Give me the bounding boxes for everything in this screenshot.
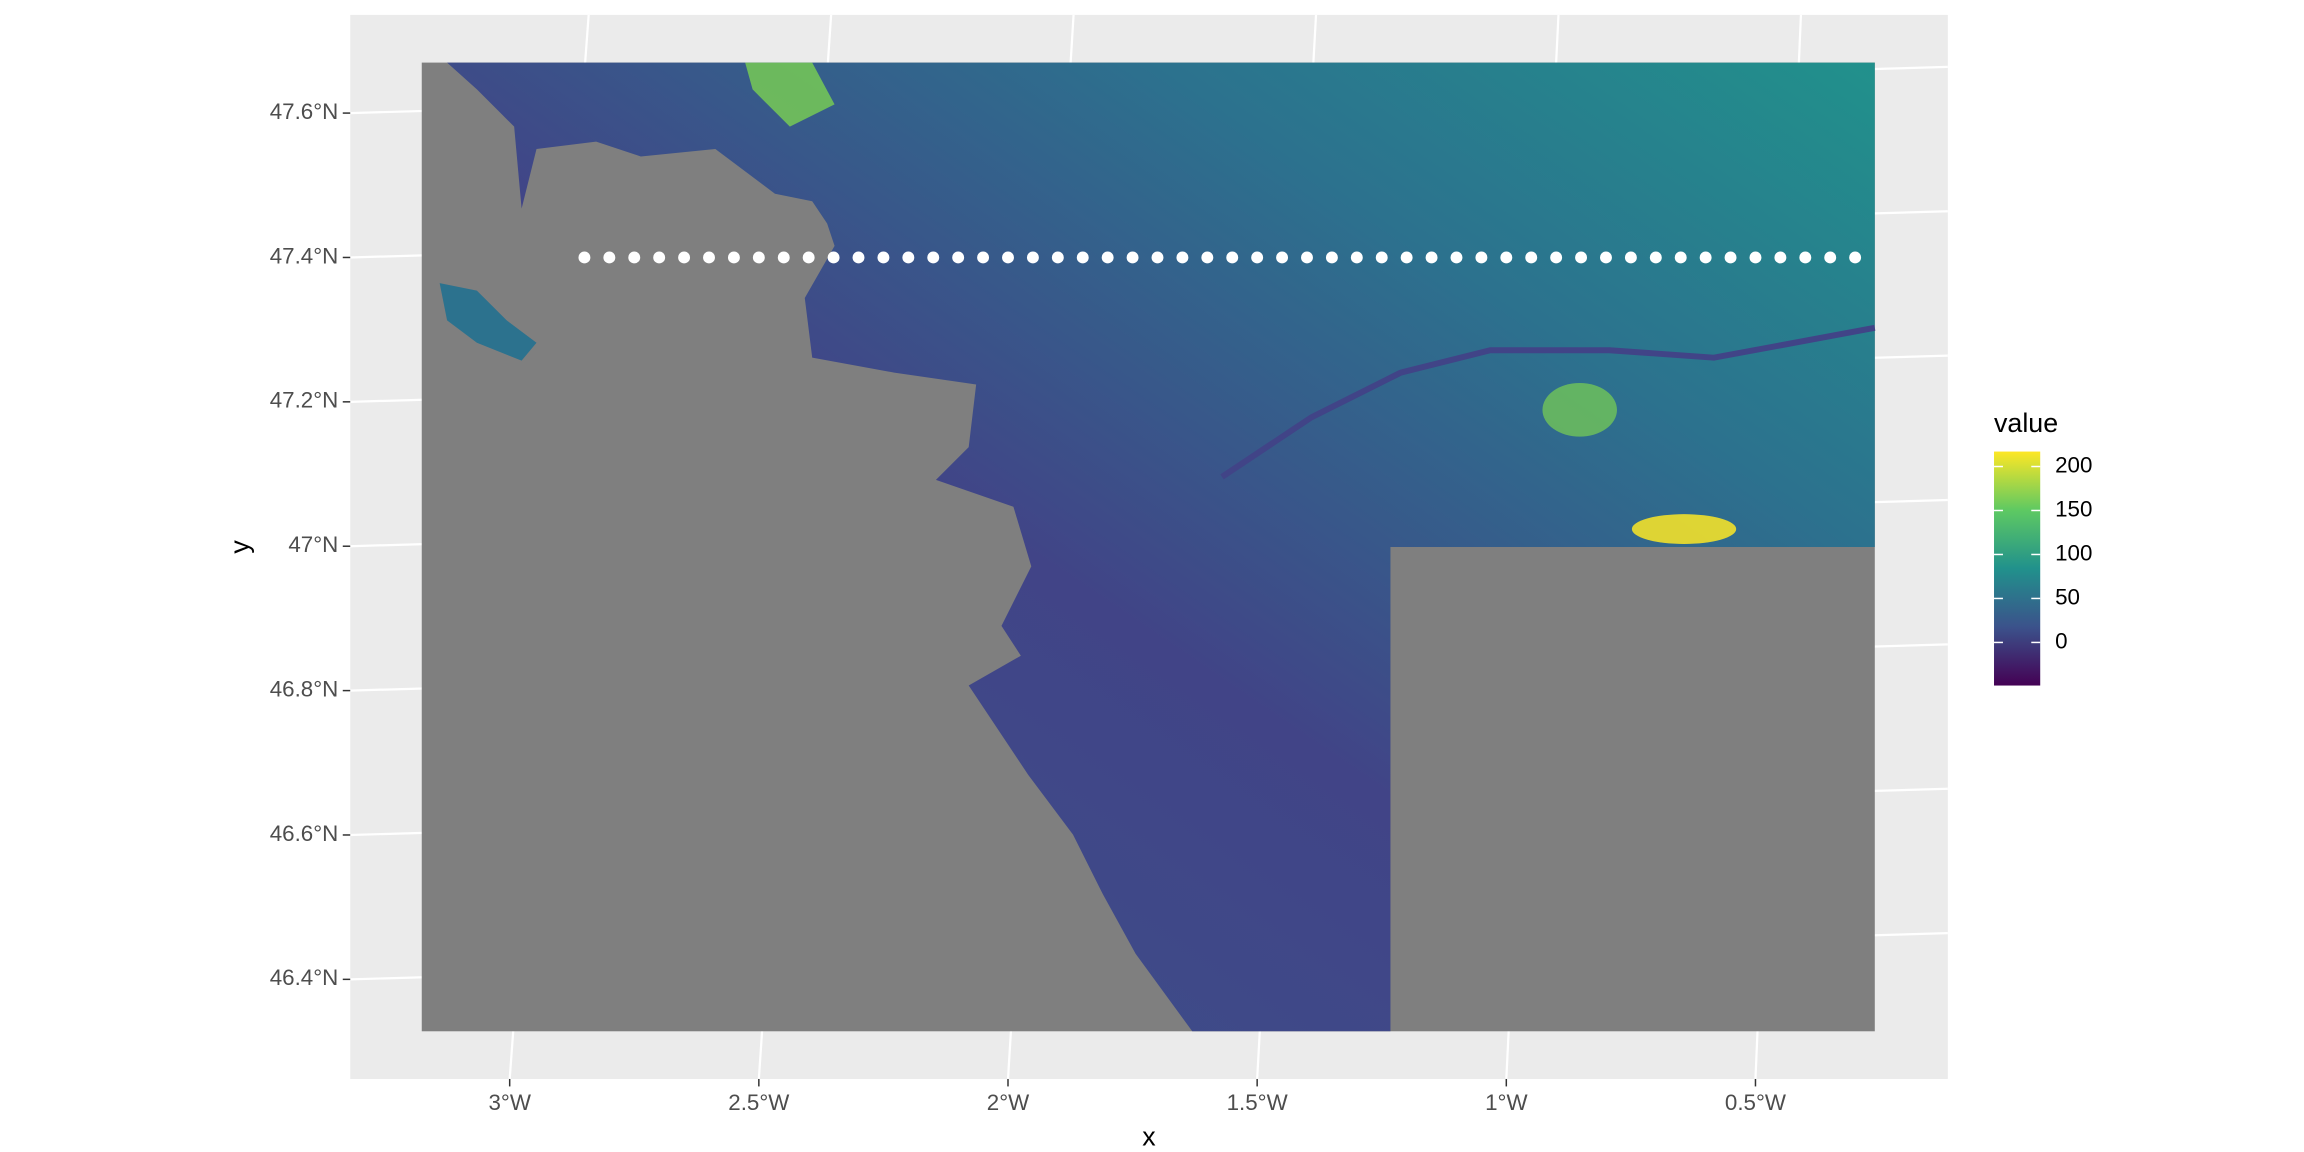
raster — [421, 62, 1876, 1032]
colorbar — [1994, 451, 2041, 686]
y-tick-label: 47.4°N — [270, 243, 339, 268]
colorbar-tick-label: 0 — [2055, 628, 2067, 653]
point — [1749, 251, 1762, 264]
point — [1051, 251, 1064, 264]
point — [1774, 251, 1787, 264]
point — [1450, 251, 1463, 264]
x-tick-label: 1°W — [1485, 1090, 1528, 1115]
legend: 0 50 100 150 200 — [1994, 452, 2092, 653]
point — [1849, 251, 1862, 264]
point — [1076, 251, 1089, 264]
x-tick-label: 1.5°W — [1227, 1090, 1289, 1115]
raster-river — [1220, 324, 1876, 480]
y-tick-label: 47.2°N — [270, 388, 339, 413]
point — [1375, 251, 1388, 264]
point — [1500, 251, 1513, 264]
legend-title: value — [1994, 408, 2058, 438]
y-tick-label: 47°N — [288, 532, 338, 557]
x-tick-label: 2°W — [987, 1090, 1030, 1115]
point — [1600, 251, 1612, 264]
point — [1251, 251, 1264, 264]
point — [1550, 251, 1563, 264]
axes: 3°W 2.5°W 2°W 1.5°W 1°W 0.5°W 46.4°N 46.6°N 46.8… — [270, 99, 1787, 1115]
point — [1151, 251, 1164, 264]
point — [628, 251, 641, 264]
point — [653, 251, 666, 264]
raster-high — [745, 62, 835, 127]
point — [1649, 251, 1662, 264]
point — [1026, 251, 1039, 264]
point — [1575, 251, 1588, 264]
raster-high — [1631, 514, 1737, 544]
point — [1350, 251, 1363, 264]
point — [752, 251, 765, 264]
y-tick-label: 46.8°N — [270, 677, 339, 702]
y-axis-title: y — [225, 540, 255, 554]
point — [952, 251, 965, 264]
point — [1226, 251, 1239, 264]
point — [1699, 251, 1712, 264]
y-tick-label: 46.4°N — [270, 965, 339, 990]
point — [802, 251, 815, 264]
point — [703, 251, 715, 264]
point — [977, 251, 990, 264]
x-tick-label: 3°W — [488, 1090, 531, 1115]
x-axis-title: x — [1142, 1122, 1156, 1152]
raster-land — [447, 62, 1875, 1032]
point — [1624, 251, 1637, 264]
point — [603, 251, 616, 264]
point — [852, 251, 865, 264]
point — [877, 251, 890, 264]
point — [1674, 251, 1687, 264]
colorbar-tick-label: 100 — [2055, 540, 2092, 565]
y-tick-label: 47.6°N — [270, 99, 339, 124]
point — [777, 251, 790, 264]
colorbar-tick-label: 150 — [2055, 496, 2092, 521]
point — [1475, 251, 1488, 264]
x-tick-label: 2.5°W — [728, 1090, 790, 1115]
point — [1176, 251, 1189, 264]
y-tick-label: 46.6°N — [270, 821, 339, 846]
colorbar-tick-label: 50 — [2055, 584, 2080, 609]
point — [1301, 251, 1313, 264]
raster-high — [1542, 383, 1617, 437]
point — [727, 251, 740, 264]
point — [578, 251, 591, 264]
point — [1002, 251, 1014, 264]
point — [1824, 251, 1837, 264]
point — [1101, 251, 1114, 264]
point — [902, 251, 915, 264]
point — [827, 251, 840, 264]
point — [678, 251, 691, 264]
point — [1799, 251, 1812, 264]
point — [1425, 251, 1438, 264]
colorbar-tick-label: 200 — [2055, 452, 2092, 477]
point — [1724, 251, 1737, 264]
points — [578, 251, 1862, 264]
point — [927, 251, 940, 264]
point — [1400, 251, 1413, 264]
raster-island — [439, 283, 537, 361]
point — [1525, 251, 1538, 264]
point — [1126, 251, 1139, 264]
point — [1201, 251, 1214, 264]
point — [1276, 251, 1289, 264]
point — [1325, 251, 1338, 264]
x-tick-label: 0.5°W — [1725, 1090, 1787, 1115]
